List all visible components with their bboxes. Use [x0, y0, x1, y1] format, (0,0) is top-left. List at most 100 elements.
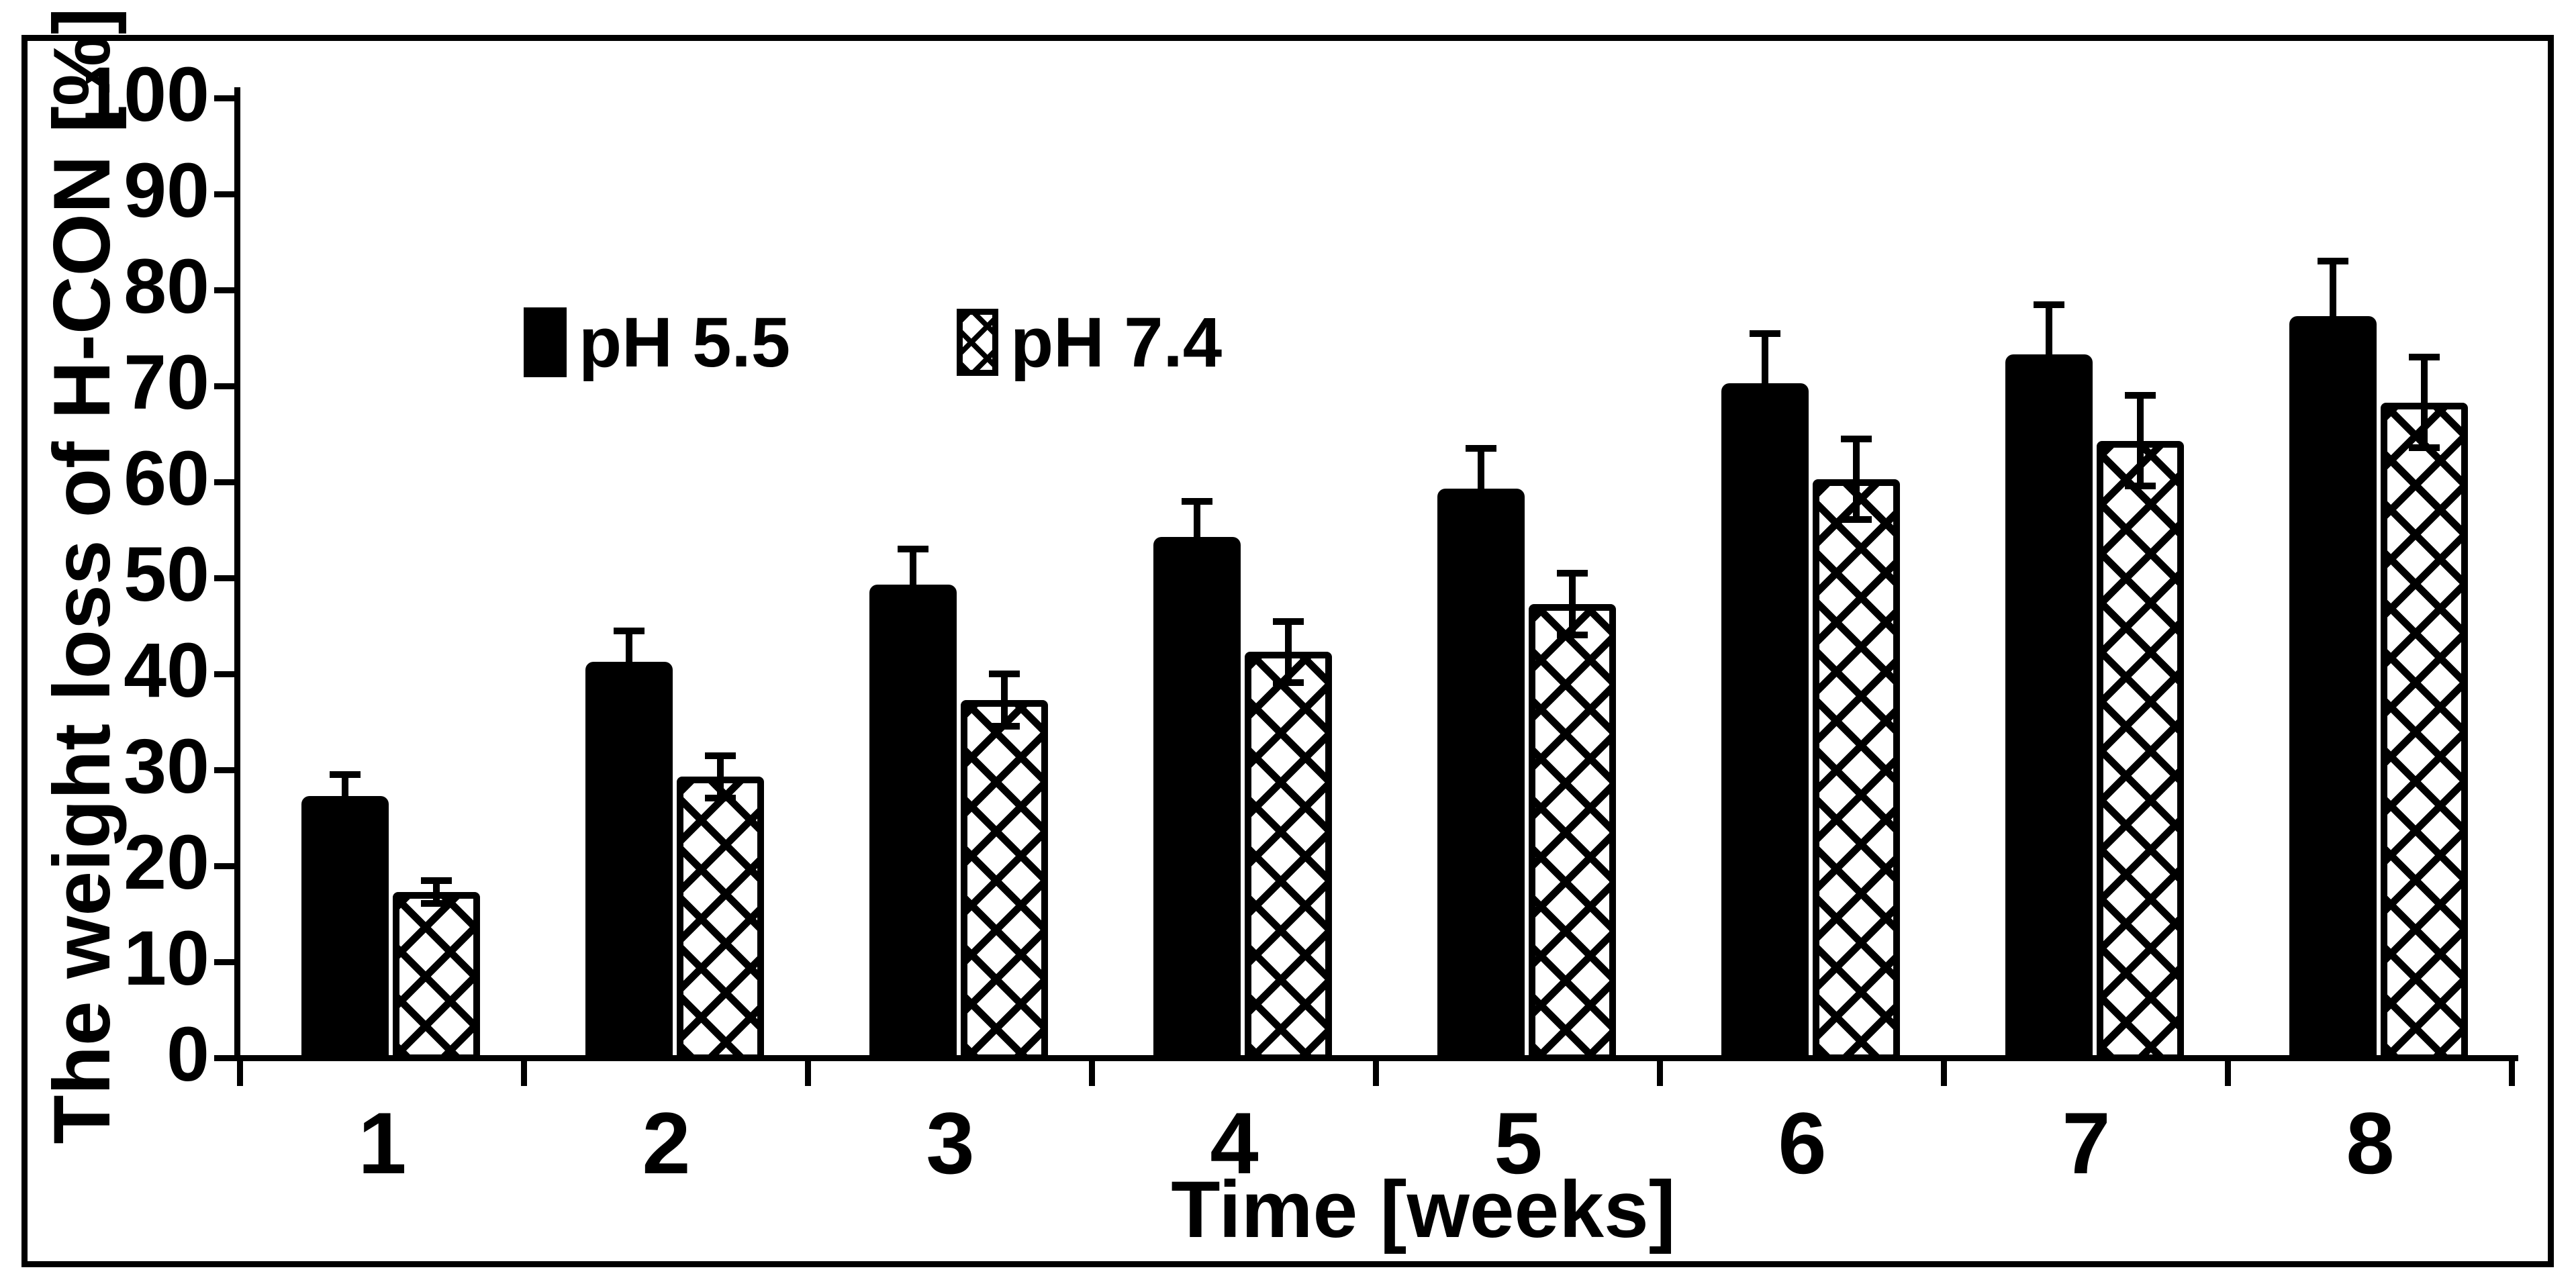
error-bar-upper-cap	[1465, 445, 1496, 452]
error-bar-line	[1193, 503, 1200, 537]
y-axis-tick-label: 30	[124, 723, 209, 809]
y-axis-tick-label: 50	[124, 531, 209, 618]
bar-ph-7.4-week-4	[1244, 652, 1332, 1061]
legend-label-ph-7-4: pH 7.4	[1010, 303, 1223, 382]
error-bar-line	[1477, 450, 1484, 489]
error-bar-upper-cap	[897, 546, 928, 553]
y-axis-tick-label: 90	[124, 147, 209, 234]
error-bar-line	[625, 632, 632, 662]
x-axis-tick	[1941, 1055, 1947, 1086]
y-axis-tick-label: 20	[124, 819, 209, 905]
error-bar-line	[2045, 306, 2052, 355]
x-axis-category-label: 5	[1494, 1094, 1543, 1192]
x-axis-tick	[237, 1055, 243, 1086]
legend-label-ph-5-5: pH 5.5	[579, 303, 791, 382]
error-bar-upper-cap	[2317, 258, 2348, 265]
error-bar-lower-cap	[1840, 516, 1872, 524]
y-axis-tick	[214, 1055, 234, 1061]
bar-ph-5.5-week-6	[1721, 383, 1809, 1055]
y-axis-title: The weight loss of H-CON [%]	[37, 7, 127, 1144]
x-axis-tick	[521, 1055, 527, 1086]
error-bar-line	[1284, 623, 1292, 681]
y-axis-tick-label: 0	[166, 1011, 209, 1097]
legend-swatch-solid-icon	[524, 307, 567, 377]
x-axis-category-label: 8	[2346, 1094, 2395, 1192]
bar-ph-7.4-week-1	[392, 891, 480, 1061]
error-bar-line	[2136, 397, 2144, 485]
error-bar-upper-cap	[613, 627, 645, 634]
error-bar-lower-cap	[704, 794, 736, 801]
x-axis-category-label: 2	[642, 1094, 691, 1192]
error-bar-line	[1568, 575, 1576, 633]
bar-ph-7.4-week-6	[1812, 479, 1900, 1061]
bar-ph-7.4-week-2	[676, 777, 764, 1061]
y-axis-tick-label: 80	[124, 243, 209, 330]
y-axis-tick	[214, 95, 234, 101]
y-axis-tick-label: 40	[124, 627, 209, 713]
error-bar-lower-cap	[2408, 444, 2440, 451]
error-bar-upper-cap	[1556, 570, 1588, 577]
error-bar-line	[1000, 676, 1008, 724]
error-bar-upper-cap	[2408, 354, 2440, 361]
x-axis-category-label: 4	[1210, 1094, 1259, 1192]
y-axis-tick-label: 10	[124, 915, 209, 1001]
y-axis-tick	[214, 575, 234, 581]
x-axis-title: Time [weeks]	[1171, 1165, 1676, 1254]
y-axis-tick	[214, 671, 234, 677]
x-axis-tick	[1089, 1055, 1095, 1086]
error-bar-lower-cap	[1272, 679, 1304, 687]
error-bar-line	[909, 551, 916, 585]
bar-ph-5.5-week-2	[585, 661, 673, 1055]
y-axis-tick	[214, 863, 234, 869]
bar-ph-5.5-week-1	[301, 795, 389, 1055]
legend-swatch-hatched-icon	[957, 309, 998, 376]
bar-ph-5.5-week-3	[869, 585, 957, 1055]
y-axis-line	[234, 87, 240, 1061]
bar-ph-5.5-week-8	[2289, 315, 2377, 1055]
error-bar-upper-cap	[1840, 435, 1872, 442]
bar-ph-7.4-week-5	[1528, 603, 1616, 1061]
error-bar-upper-cap	[2033, 301, 2064, 308]
y-axis-tick	[214, 767, 234, 773]
error-bar-upper-cap	[420, 877, 452, 884]
error-bar-lower-cap	[1556, 631, 1588, 638]
bar-ph-5.5-week-5	[1437, 489, 1525, 1055]
y-axis-tick-label: 70	[124, 339, 209, 426]
y-axis-tick-label: 60	[124, 435, 209, 522]
error-bar-upper-cap	[988, 671, 1020, 678]
x-axis-category-label: 3	[926, 1094, 975, 1192]
error-bar-upper-cap	[1272, 618, 1304, 625]
error-bar-lower-cap	[988, 722, 1020, 730]
error-bar-line	[432, 882, 440, 902]
x-axis-category-label: 7	[2062, 1094, 2111, 1192]
x-axis-tick	[1373, 1055, 1379, 1086]
error-bar-upper-cap	[329, 771, 361, 779]
x-axis-tick	[805, 1055, 811, 1086]
error-bar-upper-cap	[1181, 497, 1212, 505]
error-bar-line	[341, 777, 348, 796]
legend: pH 5.5 pH 7.4	[0, 295, 2576, 396]
legend-item-ph-5-5: pH 5.5	[524, 295, 790, 389]
x-axis-category-label: 6	[1778, 1094, 1827, 1192]
bar-ph-5.5-week-7	[2005, 354, 2093, 1055]
error-bar-upper-cap	[2124, 392, 2156, 399]
bar-ph-7.4-week-3	[960, 699, 1048, 1061]
y-axis-tick	[214, 383, 234, 389]
y-axis-tick	[214, 287, 234, 293]
error-bar-line	[1761, 335, 1768, 383]
legend-item-ph-7-4: pH 7.4	[957, 295, 1222, 389]
error-bar-line	[1852, 440, 1860, 518]
error-bar-line	[2420, 359, 2428, 446]
x-axis-tick	[1657, 1055, 1663, 1086]
x-axis-tick	[2509, 1055, 2515, 1086]
bar-ph-5.5-week-4	[1153, 536, 1241, 1055]
error-bar-lower-cap	[420, 900, 452, 907]
y-axis-tick	[214, 959, 234, 965]
error-bar-line	[2329, 263, 2336, 316]
y-axis-tick	[214, 191, 234, 197]
bar-ph-7.4-week-8	[2380, 402, 2468, 1061]
x-axis-category-label: 1	[358, 1094, 407, 1192]
x-axis-tick	[2225, 1055, 2231, 1086]
error-bar-upper-cap	[704, 752, 736, 759]
